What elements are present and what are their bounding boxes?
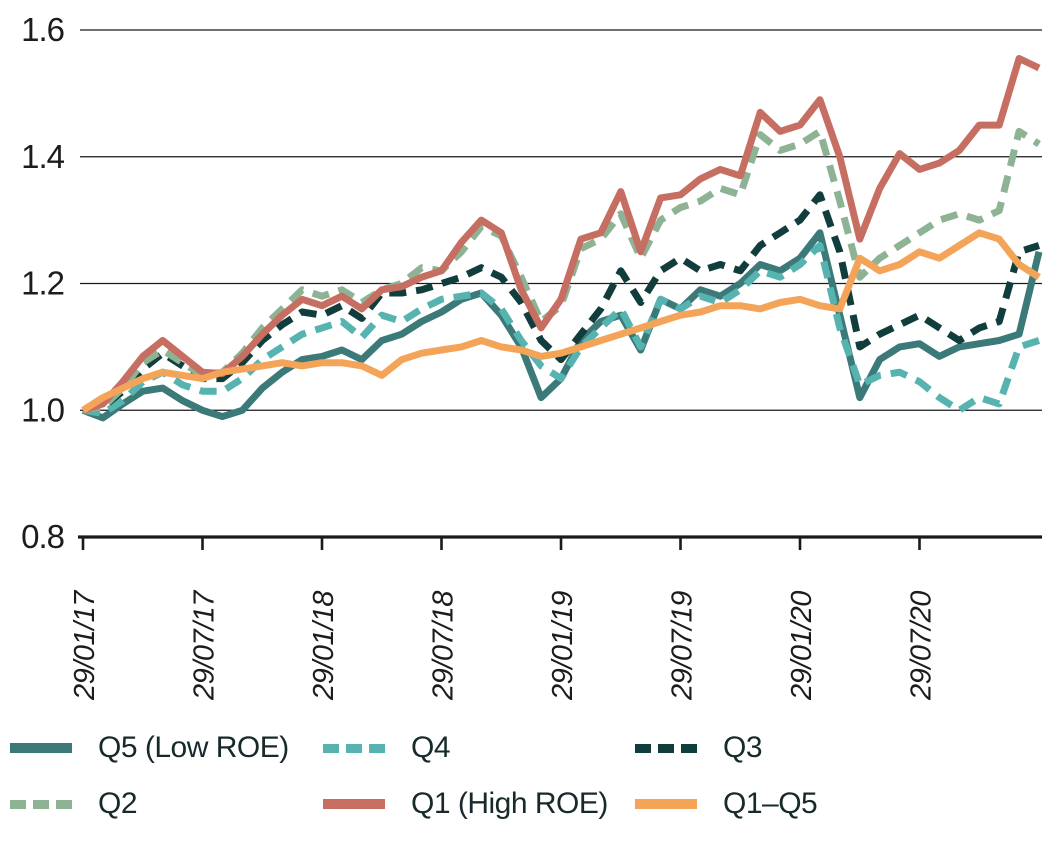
legend-item-q1-high-roe-: Q1 (High ROE) [323,784,635,824]
dash-segment [681,743,697,753]
legend-item-q2: Q2 [10,784,323,824]
y-axis-tick-label: 1.0 [21,391,65,428]
dash-segment [323,743,339,753]
x-axis-tick-label: 29/01/20 [786,591,818,701]
solid-line-swatch-icon [10,743,72,753]
legend-item-q3: Q3 [635,728,1057,768]
series-line-q4 [82,242,1041,417]
legend-label: Q5 (Low ROE) [98,731,289,764]
dash-segment [635,743,651,753]
dash-segment [56,799,72,809]
solid-line-swatch-icon [323,799,385,809]
y-axis-tick-label: 1.4 [21,138,65,175]
dashed-line-swatch-icon [10,799,72,809]
legend-label: Q1 (High ROE) [411,787,608,820]
x-axis-tick-label: 29/07/20 [906,591,938,701]
x-axis-tick-label: 29/07/19 [667,591,699,701]
y-axis-tick-label: 0.8 [21,518,64,555]
x-axis-tick-label: 29/07/18 [428,591,460,701]
dashed-line-swatch-icon [323,743,385,753]
dash-segment [346,743,362,753]
solid-segment [635,799,697,809]
solid-segment [10,743,72,753]
legend-label: Q4 [411,731,451,764]
dash-segment [33,799,49,809]
roe-quintile-performance-chart: 0.8 1.0 1.2 1.4 1.6 29/01/17 29/07/17 29/01/18 2… [21,11,1043,701]
dash-segment [658,743,674,753]
y-axis-tick-label: 1.6 [21,11,64,48]
legend-item-q1-q5: Q1–Q5 [635,784,1057,824]
dashed-line-swatch-icon [635,743,697,753]
solid-segment [323,799,385,809]
series-line-q1-q5 [81,229,1041,414]
x-axis-tick-label: 29/01/19 [547,591,579,701]
series-line-q3 [82,191,1041,414]
x-axis-tick-label: 29/07/17 [189,589,221,701]
legend-label: Q3 [723,731,763,764]
series-line-q1-high-roe- [81,55,1041,414]
line-chart-canvas: 0.8 1.0 1.2 1.4 1.6 29/01/17 29/07/17 29/01/18 2… [21,11,1043,701]
chart-legend: Q5 (Low ROE) Q4 Q3 Q2 Q1 (High ROE) Q1–Q5 [10,728,1057,824]
x-axis-tick-label: 29/01/18 [308,591,340,701]
legend-label: Q1–Q5 [723,787,818,820]
x-axis-tick-label: 29/01/17 [69,589,101,701]
legend-item-q4: Q4 [323,728,635,768]
series-line-q5-low-roe- [81,229,1043,422]
dash-segment [369,743,385,753]
legend-label: Q2 [98,787,138,820]
dash-segment [10,799,26,809]
legend-item-q5-low-roe-: Q5 (Low ROE) [10,728,323,768]
y-axis-tick-label: 1.2 [21,265,64,302]
solid-line-swatch-icon [635,799,697,809]
